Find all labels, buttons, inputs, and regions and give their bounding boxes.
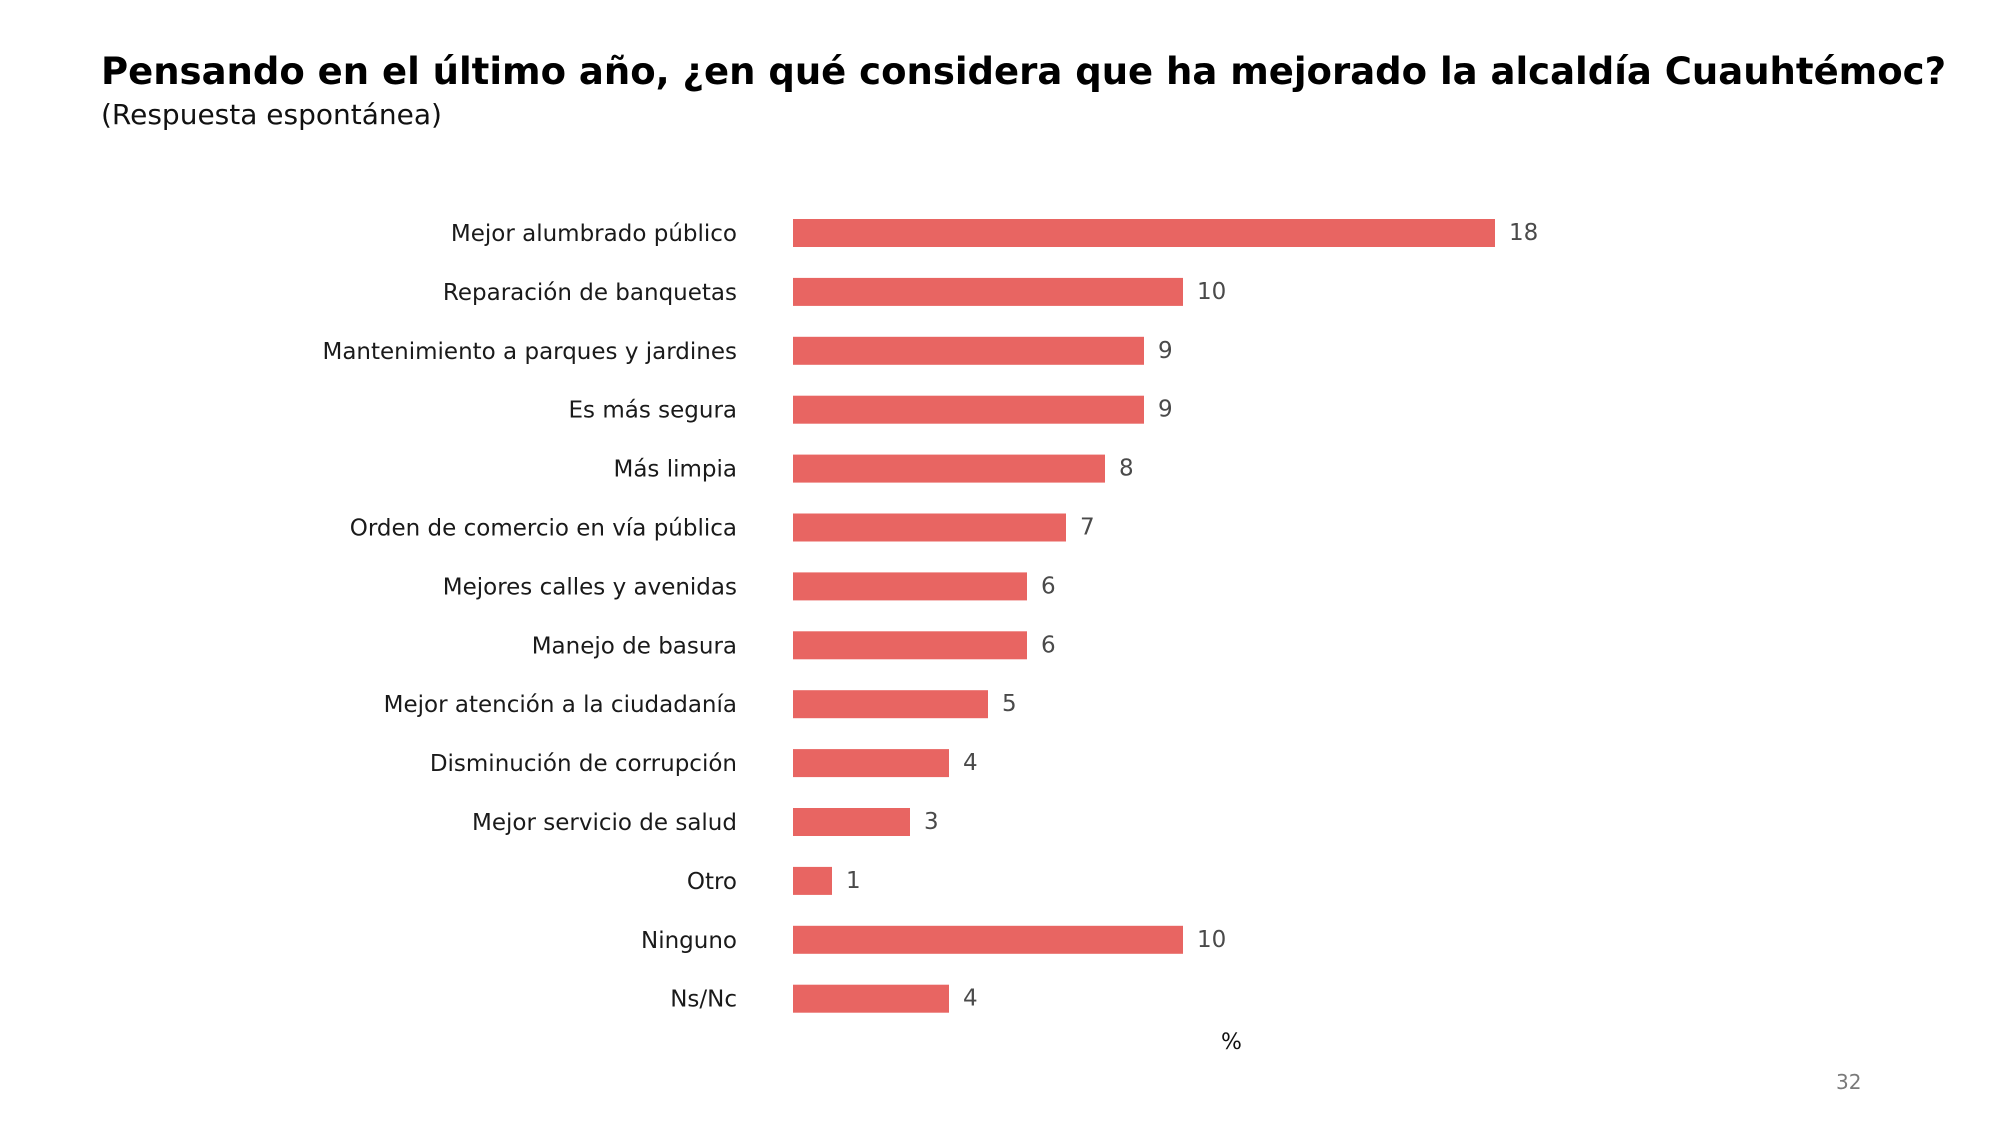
bar — [793, 984, 949, 1013]
category-label: Más limpia — [613, 457, 737, 483]
bar — [793, 395, 1144, 424]
value-label: 10 — [1197, 927, 1226, 953]
category-label: Es más segura — [569, 398, 737, 424]
page-number: 32 — [1836, 1070, 1862, 1094]
bar — [793, 336, 1144, 365]
value-label: 7 — [1080, 515, 1095, 541]
category-label: Otro — [687, 869, 737, 895]
category-label: Mantenimiento a parques y jardines — [322, 339, 737, 365]
slide-subtitle: (Respuesta espontánea) — [101, 98, 442, 131]
bar — [793, 749, 949, 778]
value-label: 6 — [1041, 632, 1056, 658]
value-label: 5 — [1002, 691, 1017, 717]
value-label: 8 — [1119, 456, 1134, 482]
value-label: 9 — [1158, 397, 1173, 423]
bar — [793, 454, 1105, 483]
x-axis-unit-label: % — [1221, 1030, 1242, 1055]
bar — [793, 631, 1027, 660]
category-label: Ns/Nc — [670, 987, 737, 1013]
value-label: 10 — [1197, 279, 1226, 305]
category-label: Ninguno — [641, 928, 737, 954]
category-label: Reparación de banquetas — [443, 280, 737, 306]
value-label: 18 — [1509, 220, 1538, 246]
value-label: 9 — [1158, 338, 1173, 364]
bar — [793, 572, 1027, 601]
bar — [793, 219, 1495, 247]
category-label: Mejor atención a la ciudadanía — [384, 692, 737, 718]
value-label: 6 — [1041, 573, 1056, 599]
category-label: Mejor servicio de salud — [472, 810, 737, 836]
value-label: 3 — [924, 809, 939, 835]
category-label: Mejor alumbrado público — [451, 221, 737, 247]
value-label: 4 — [963, 986, 978, 1012]
category-label: Manejo de basura — [532, 633, 737, 659]
value-label: 4 — [963, 750, 978, 776]
bar — [793, 866, 832, 895]
bar — [793, 808, 910, 836]
slide-title: Pensando en el último año, ¿en qué consi… — [101, 50, 1947, 93]
bar — [793, 925, 1183, 954]
category-label: Disminución de corrupción — [430, 751, 737, 777]
value-label: 1 — [846, 868, 861, 894]
bar — [793, 690, 988, 719]
category-label: Orden de comercio en vía pública — [350, 516, 737, 542]
bar — [793, 277, 1183, 306]
category-label: Mejores calles y avenidas — [443, 574, 737, 600]
bar — [793, 513, 1066, 542]
